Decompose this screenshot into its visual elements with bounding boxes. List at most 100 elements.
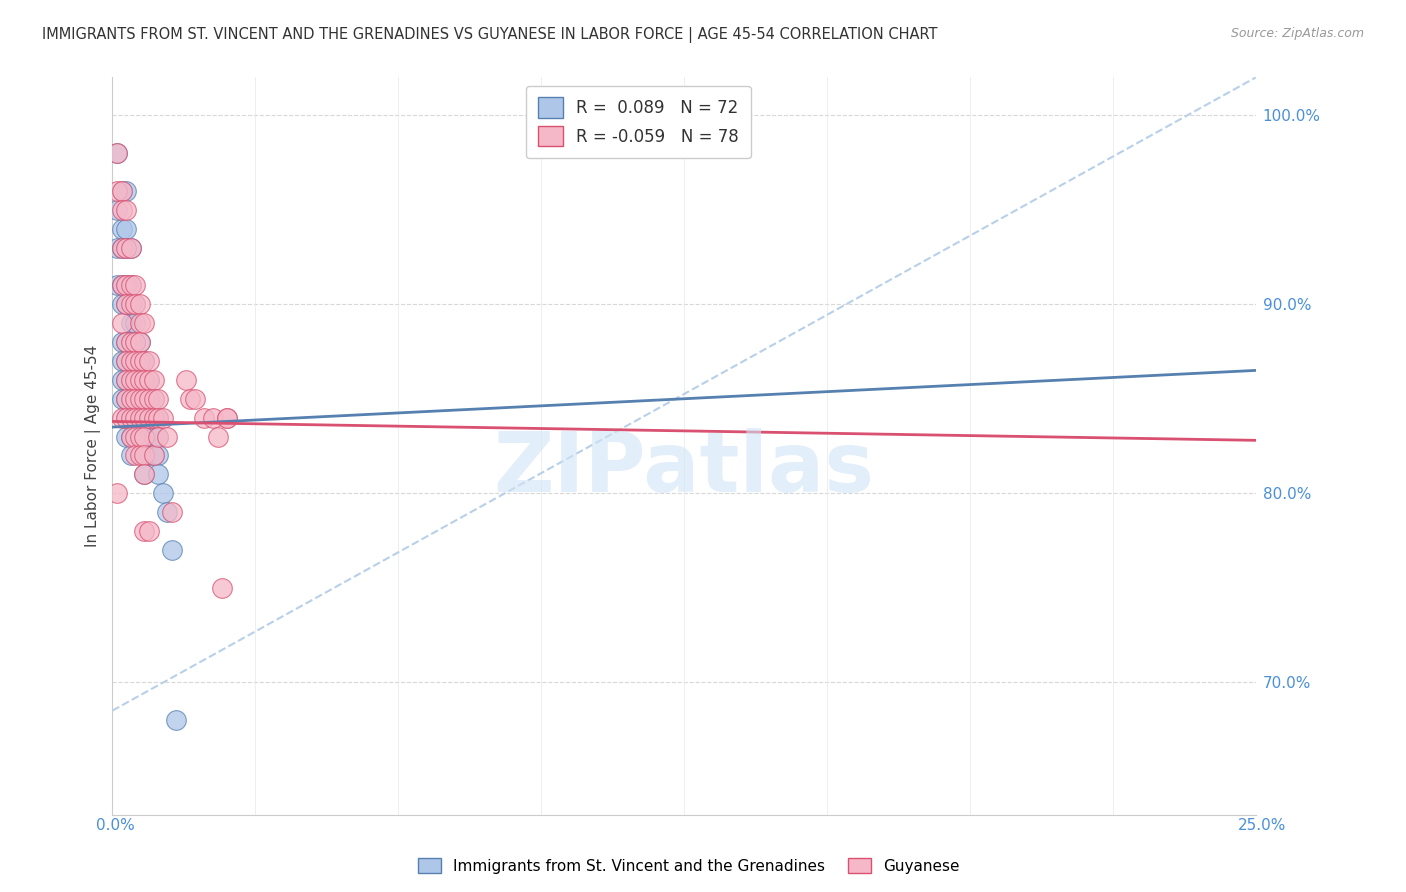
Point	[105, 146, 128, 161]
Point	[134, 410, 156, 425]
Point	[124, 278, 146, 293]
Point	[128, 449, 150, 463]
Point	[120, 410, 142, 425]
Text: 0.0%: 0.0%	[96, 818, 135, 832]
Point	[134, 429, 156, 443]
Point	[115, 334, 138, 349]
Point	[115, 410, 138, 425]
Point	[120, 373, 142, 387]
Point	[146, 429, 169, 443]
Point	[115, 202, 138, 217]
Point	[110, 184, 132, 198]
Point	[138, 524, 160, 538]
Point	[160, 505, 183, 519]
Point	[115, 184, 138, 198]
Point	[207, 429, 229, 443]
Point	[110, 184, 132, 198]
Point	[120, 410, 142, 425]
Point	[134, 392, 156, 406]
Point	[128, 410, 150, 425]
Legend: Immigrants from St. Vincent and the Grenadines, Guyanese: Immigrants from St. Vincent and the Gren…	[412, 852, 966, 880]
Point	[128, 297, 150, 311]
Point	[215, 410, 238, 425]
Text: ZIPatlas: ZIPatlas	[494, 427, 875, 508]
Point	[134, 392, 156, 406]
Point	[120, 354, 142, 368]
Point	[110, 354, 132, 368]
Point	[156, 429, 179, 443]
Point	[134, 467, 156, 482]
Point	[120, 334, 142, 349]
Point	[120, 392, 142, 406]
Point	[120, 429, 142, 443]
Point	[138, 410, 160, 425]
Point	[134, 449, 156, 463]
Point	[138, 429, 160, 443]
Point	[115, 373, 138, 387]
Point	[211, 581, 233, 595]
Point	[124, 316, 146, 330]
Point	[124, 410, 146, 425]
Point	[128, 373, 150, 387]
Point	[160, 543, 183, 558]
Point	[138, 373, 160, 387]
Legend: R =  0.089   N = 72, R = -0.059   N = 78: R = 0.089 N = 72, R = -0.059 N = 78	[526, 86, 751, 158]
Point	[120, 449, 142, 463]
Point	[124, 354, 146, 368]
Point	[110, 278, 132, 293]
Point	[124, 392, 146, 406]
Point	[128, 429, 150, 443]
Point	[138, 354, 160, 368]
Point	[124, 373, 146, 387]
Point	[124, 334, 146, 349]
Point	[110, 278, 132, 293]
Point	[128, 392, 150, 406]
Point	[138, 410, 160, 425]
Point	[110, 334, 132, 349]
Point	[120, 316, 142, 330]
Point	[146, 410, 169, 425]
Point	[142, 373, 165, 387]
Point	[142, 392, 165, 406]
Point	[138, 392, 160, 406]
Point	[110, 241, 132, 255]
Point	[128, 354, 150, 368]
Point	[128, 410, 150, 425]
Point	[120, 241, 142, 255]
Point	[134, 524, 156, 538]
Point	[134, 429, 156, 443]
Point	[115, 297, 138, 311]
Point	[120, 429, 142, 443]
Point	[120, 297, 142, 311]
Point	[142, 410, 165, 425]
Point	[120, 241, 142, 255]
Point	[115, 221, 138, 235]
Point	[142, 410, 165, 425]
Point	[128, 429, 150, 443]
Point	[110, 410, 132, 425]
Point	[128, 354, 150, 368]
Point	[115, 392, 138, 406]
Point	[120, 410, 142, 425]
Point	[120, 392, 142, 406]
Point	[120, 278, 142, 293]
Point	[156, 505, 179, 519]
Point	[128, 316, 150, 330]
Point	[146, 429, 169, 443]
Point	[124, 297, 146, 311]
Point	[146, 410, 169, 425]
Point	[184, 392, 207, 406]
Point	[134, 373, 156, 387]
Point	[115, 354, 138, 368]
Point	[124, 334, 146, 349]
Point	[134, 316, 156, 330]
Point	[105, 486, 128, 500]
Point	[134, 354, 156, 368]
Point	[142, 429, 165, 443]
Point	[146, 392, 169, 406]
Point	[128, 392, 150, 406]
Point	[134, 373, 156, 387]
Point	[105, 146, 128, 161]
Point	[105, 278, 128, 293]
Point	[105, 202, 128, 217]
